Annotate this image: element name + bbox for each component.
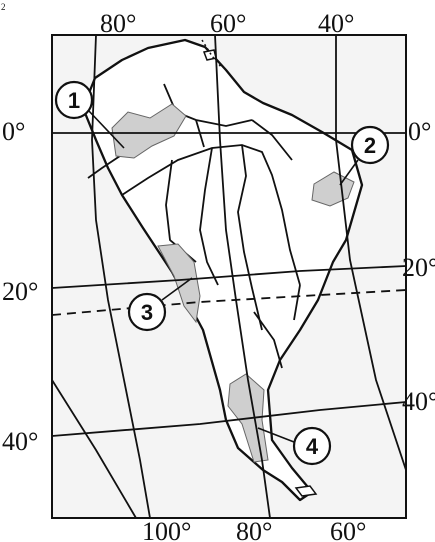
boundary-line xyxy=(199,147,219,286)
callout-circle-4 xyxy=(292,426,332,466)
meridian-bottom-100w xyxy=(51,379,137,519)
top-longitude-label: 40° xyxy=(318,9,354,38)
callout-1: 1 xyxy=(54,80,94,120)
meridian-60w xyxy=(214,34,271,519)
callout-label-2: 2 xyxy=(364,133,376,158)
meridian-40w xyxy=(335,35,407,471)
leader-line-4 xyxy=(257,427,295,443)
parallel-40s xyxy=(51,401,407,437)
left-latitude-label: 20° xyxy=(2,277,38,306)
callout-circle-2 xyxy=(350,125,390,165)
callout-leaders xyxy=(87,109,359,443)
callout-label-3: 3 xyxy=(141,300,153,325)
right-latitude-label: 0° xyxy=(408,117,431,146)
callout-2: 2 xyxy=(350,125,390,165)
graticule xyxy=(51,34,407,519)
leader-line-1 xyxy=(87,109,125,149)
meridian-80w-top xyxy=(91,34,151,519)
left-latitude-label: 40° xyxy=(2,427,38,456)
boundary-line xyxy=(237,144,263,331)
right-latitude-label: 40° xyxy=(402,387,435,416)
boundary-line xyxy=(293,284,301,321)
bottom-longitude-label: 60° xyxy=(330,517,366,542)
corner-mark: 2 xyxy=(1,2,6,12)
top-longitude-label: 60° xyxy=(210,9,246,38)
shaded-region-1 xyxy=(111,103,187,159)
tropic-line-dashed xyxy=(51,289,407,316)
boundary-line xyxy=(253,311,283,369)
boundary-line xyxy=(121,144,301,286)
leader-line-2 xyxy=(339,159,359,186)
bottom-longitude-label: 100° xyxy=(142,517,191,542)
island-south xyxy=(294,485,318,497)
boundary-line xyxy=(87,155,121,179)
bottom-longitude-label: 80° xyxy=(236,517,272,542)
left-latitude-label: 0° xyxy=(2,117,25,146)
callout-4: 4 xyxy=(292,426,332,466)
callout-circle-3 xyxy=(127,292,167,332)
dotted-line xyxy=(201,39,223,69)
top-longitude-label: 80° xyxy=(100,9,136,38)
right-latitude-label: 20° xyxy=(402,253,435,282)
leader-line-3 xyxy=(161,277,193,301)
parallel-20s xyxy=(51,265,407,289)
internal-boundaries xyxy=(87,83,301,369)
callout-label-4: 4 xyxy=(306,434,319,459)
map-frame xyxy=(51,34,407,519)
callout-label-1: 1 xyxy=(68,88,80,113)
callout-3: 3 xyxy=(127,292,167,332)
island-north xyxy=(202,49,217,61)
callout-circle-1 xyxy=(54,80,94,120)
boundary-line xyxy=(251,119,293,161)
